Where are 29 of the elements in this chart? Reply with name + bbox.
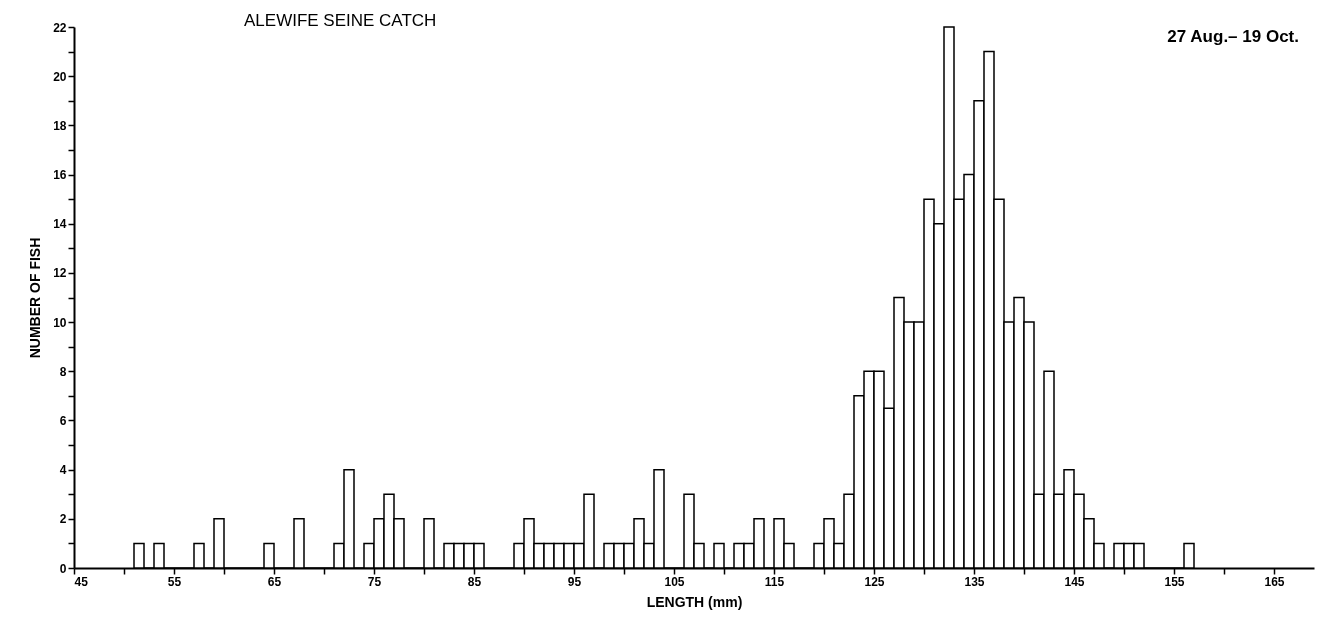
x-axis-title: LENGTH (mm): [646, 593, 743, 610]
y-tick-label: 14: [53, 217, 67, 232]
y-axis-title: NUMBER OF FISH: [27, 237, 44, 359]
y-tick-label: 18: [53, 118, 67, 133]
y-tick-label: 4: [59, 463, 67, 478]
x-tick-label: 55: [167, 574, 182, 589]
y-tick-label: 12: [53, 266, 67, 281]
x-tick-label: 65: [267, 574, 282, 589]
x-tick-label: 135: [964, 574, 985, 589]
y-tick-label: 10: [53, 315, 67, 330]
chart-title: ALEWIFE SEINE CATCH: [244, 11, 437, 30]
x-tick-label: 115: [764, 574, 785, 589]
x-tick-label: 85: [467, 574, 482, 589]
y-tick-label: 0: [59, 561, 67, 576]
y-tick-label: 16: [53, 168, 67, 183]
x-tick-label: 145: [1064, 574, 1085, 589]
y-tick-label: 22: [53, 20, 67, 35]
x-tick-label: 155: [1164, 574, 1185, 589]
x-tick-label: 45: [74, 574, 89, 589]
y-tick-label: 8: [59, 364, 67, 379]
x-tick-label: 75: [367, 574, 382, 589]
annotation: 27 Aug.– 19 Oct.: [1167, 27, 1299, 46]
y-tick-label: 20: [53, 69, 67, 84]
y-tick-label: 6: [59, 413, 67, 428]
x-tick-label: 125: [864, 574, 885, 589]
x-tick-label: 95: [567, 574, 582, 589]
x-tick-label: 165: [1264, 574, 1285, 589]
x-tick-label: 105: [664, 574, 685, 589]
y-tick-label: 2: [59, 512, 67, 527]
